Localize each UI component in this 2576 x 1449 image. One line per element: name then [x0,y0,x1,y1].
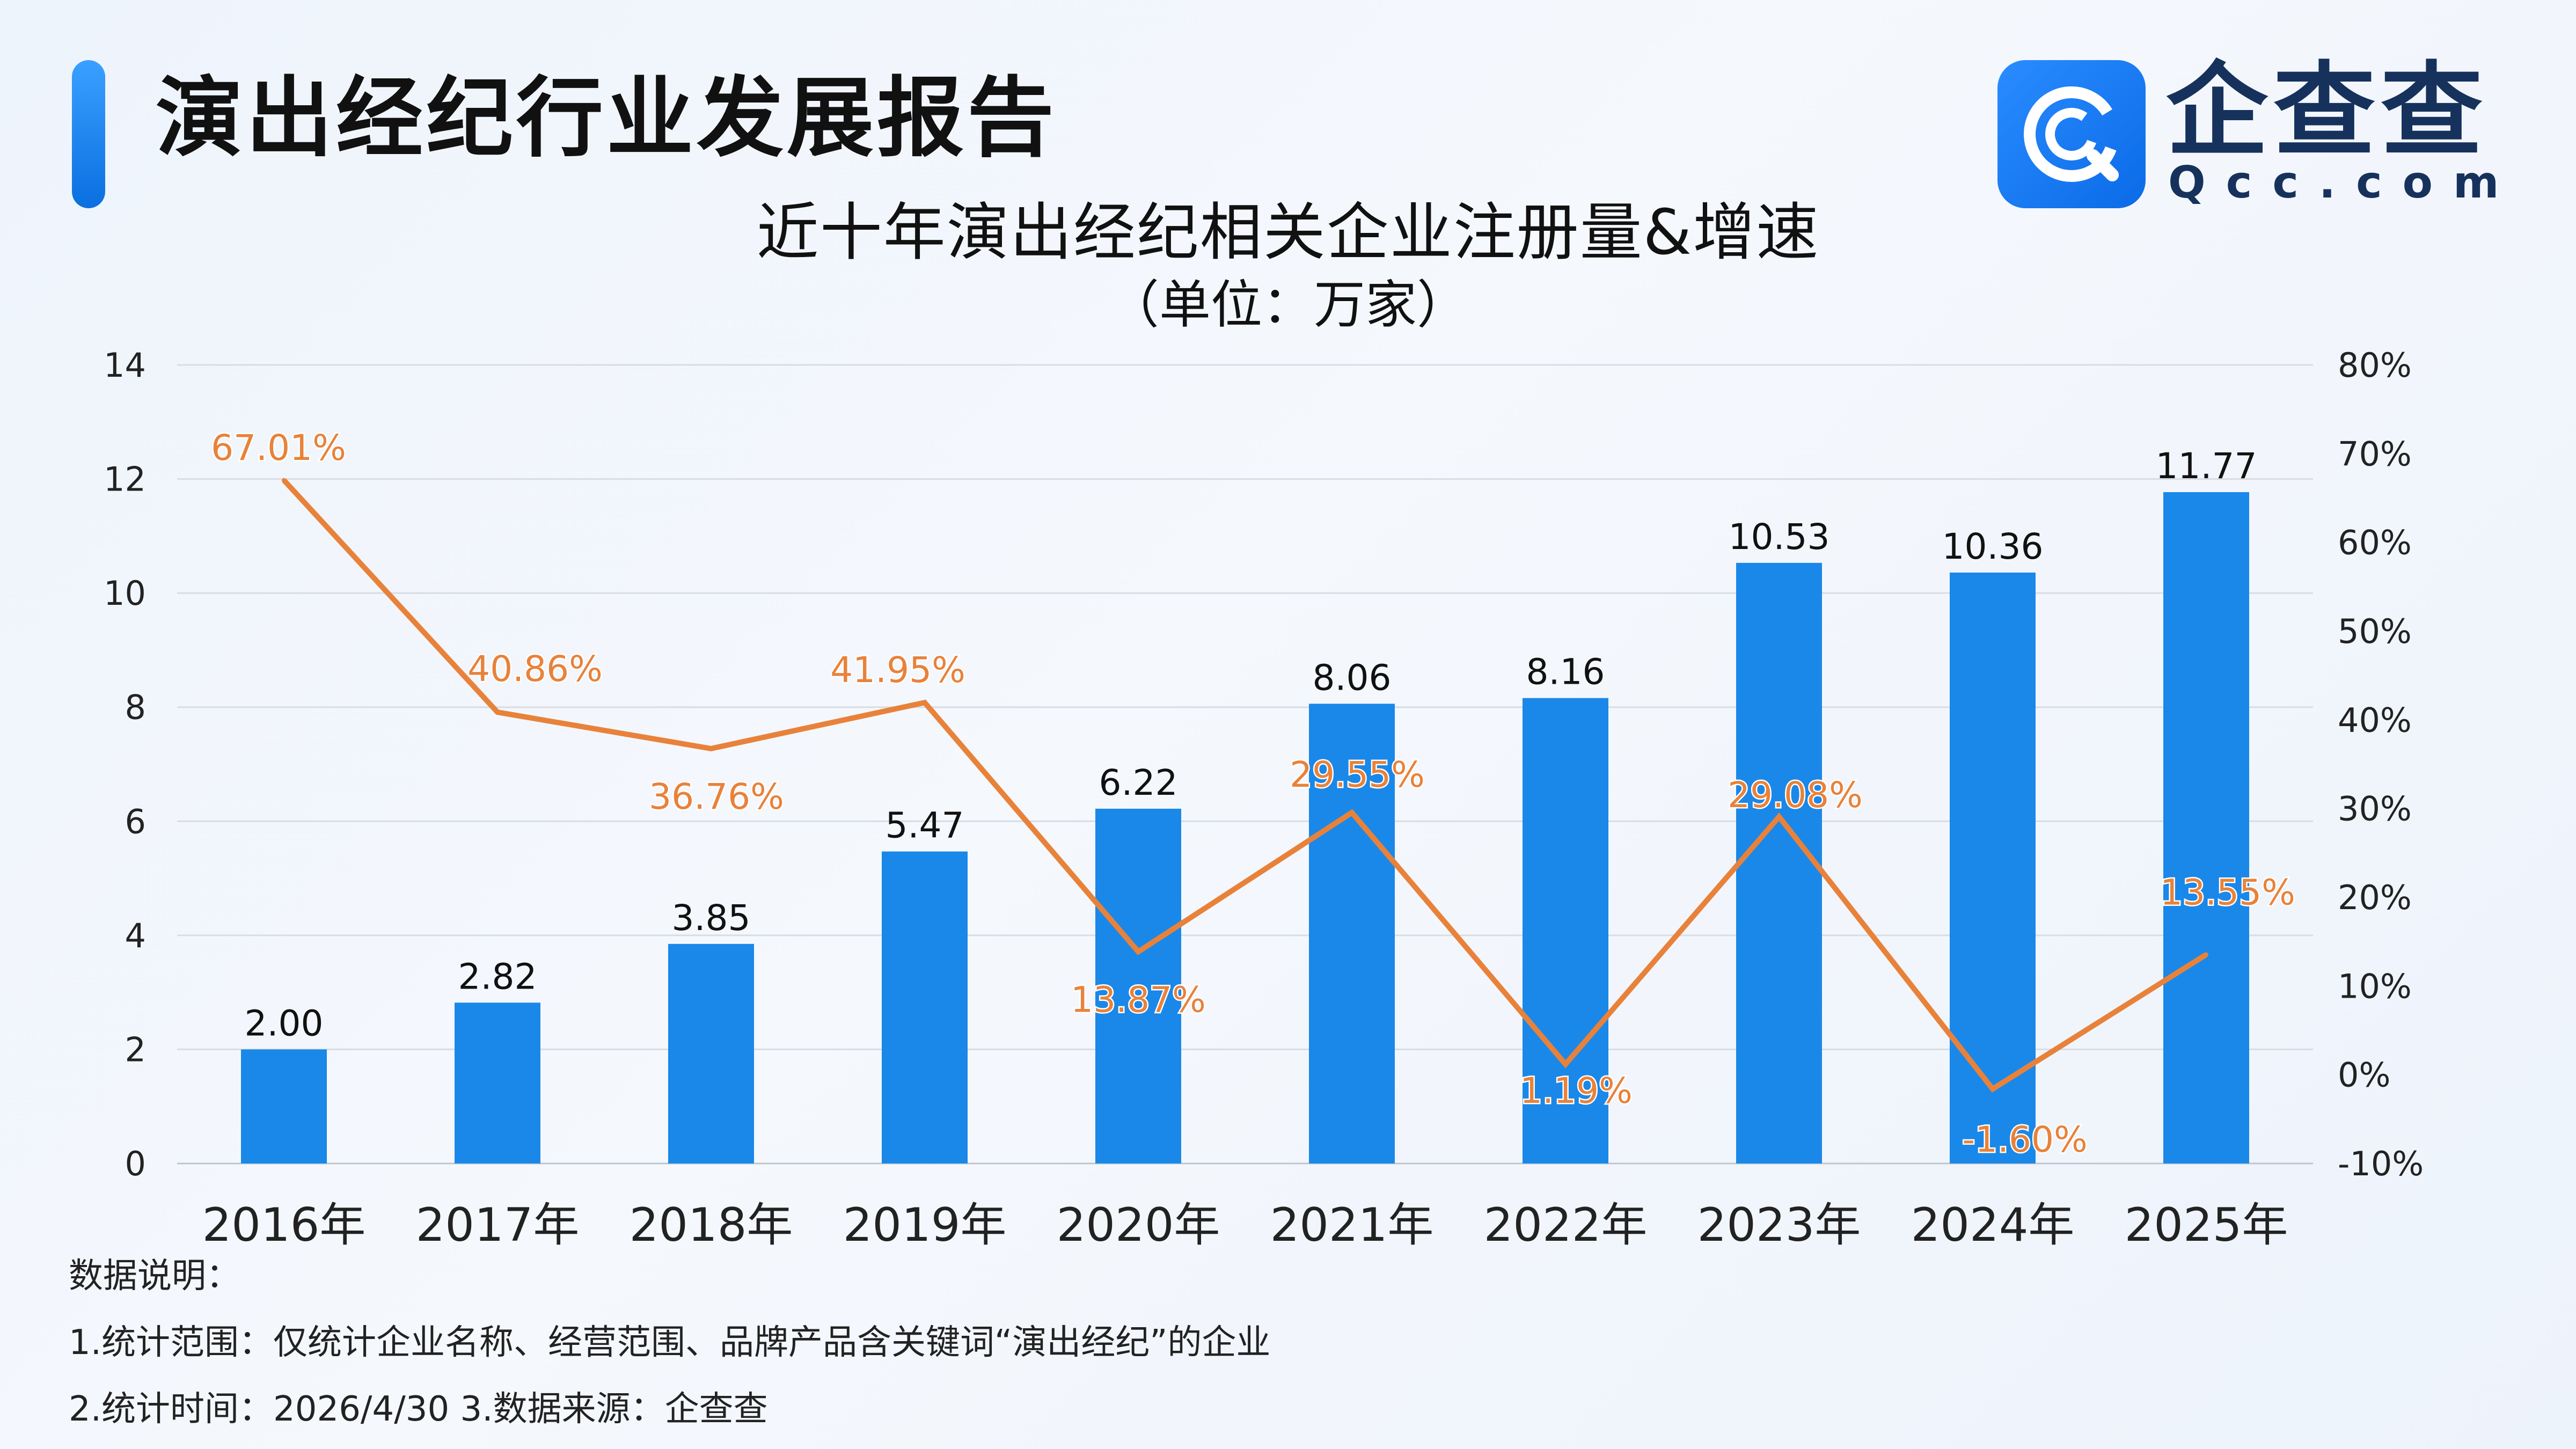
line-point [1350,810,1354,815]
bar [1095,808,1181,1163]
y2-axis-tick-label: -10% [2338,1144,2424,1183]
y2-axis-tick-label: 10% [2338,967,2412,1006]
line-value-label: 13.87% [1071,979,1206,1020]
y2-axis-tick-label: 60% [2338,523,2412,562]
chart-title: 近十年演出经纪相关企业注册量&增速 [756,196,1820,269]
bar-value-label: 8.06 [1313,657,1392,698]
logo-domain: Qcc.com [2168,157,2520,208]
notes-line-1: 1.统计范围：仅统计企业名称、经营范围、品牌产品含关键词“演出经纪”的企业 [69,1323,1271,1363]
bar-value-label: 10.36 [1942,526,2044,567]
bar-value-label: 11.77 [2156,445,2257,487]
line-point [1563,1062,1568,1066]
x-axis-tick-label: 2022年 [1484,1198,1648,1252]
line-value-label: 41.95% [830,649,965,691]
notes-heading: 数据说明： [69,1256,240,1296]
y-axis-tick-label: 0 [125,1144,146,1183]
line-point [2204,952,2208,957]
line-point [923,700,927,705]
x-axis-tick-label: 2016年 [202,1198,366,1252]
line-point [709,746,713,751]
y2-axis-tick-label: 70% [2338,434,2412,473]
y2-axis-tick-label: 80% [2338,346,2412,385]
qcc-logo-icon [1997,60,2146,208]
y-axis-tick-label: 12 [104,460,146,499]
notes-line-2: 2.统计时间：2026/4/30 3.数据来源：企查查 [69,1389,768,1429]
line-point [282,478,286,482]
bar-value-label: 10.53 [1729,516,1830,558]
y-axis-tick-label: 6 [125,802,146,841]
x-axis-tick-label: 2025年 [2125,1198,2288,1252]
y-axis-tick-label: 14 [104,346,146,385]
line-value-label: 36.76% [649,776,784,817]
x-axis-tick-label: 2021年 [1270,1198,1434,1252]
bar [668,943,754,1163]
y2-axis-tick-label: 50% [2338,612,2412,651]
line-value-label: 29.55% [1290,754,1425,795]
bar-value-label: 5.47 [885,805,964,846]
y2-axis-tick-label: 0% [2338,1056,2390,1095]
bar-value-label: 2.00 [245,1002,324,1044]
bar [1950,572,2036,1163]
x-axis-tick-label: 2020年 [1057,1198,1220,1252]
line-point [1136,949,1140,954]
x-axis-tick-label: 2024年 [1911,1198,2075,1252]
line-point [495,710,500,715]
bar-value-label: 6.22 [1099,762,1178,803]
y-axis-tick-label: 10 [104,574,146,613]
x-axis-tick-label: 2019年 [843,1198,1007,1252]
y-axis-tick-label: 4 [125,916,146,955]
y2-axis-tick-label: 20% [2338,878,2412,917]
x-axis-tick-label: 2023年 [1697,1198,1861,1252]
line-value-label: 67.01% [211,427,346,469]
bar-value-label: 3.85 [672,897,751,939]
title-accent-bar [72,60,105,208]
logo-brand-name: 企查查 [2166,52,2489,170]
x-axis-tick-label: 2018年 [630,1198,793,1252]
bar-value-label: 8.16 [1526,652,1605,693]
chart-unit: （单位：万家） [1108,275,1468,335]
bar [1736,562,1822,1163]
x-axis-tick-label: 2017年 [416,1198,580,1252]
line-point [1777,814,1781,819]
line-value-label: -1.60% [1962,1119,2087,1160]
bar-value-label: 2.82 [458,956,537,997]
y2-axis-tick-label: 30% [2338,789,2412,829]
y2-axis-tick-label: 40% [2338,700,2412,740]
line-point [1990,1087,1995,1092]
line-value-label: 40.86% [467,648,603,690]
bar [1309,704,1395,1163]
line-value-label: 1.19% [1520,1070,1633,1111]
growth-line [282,478,2208,1093]
bar [241,1049,327,1163]
y-axis-tick-label: 2 [125,1030,146,1069]
report-title: 演出经纪行业发展报告 [156,68,1057,169]
line-value-label: 29.08% [1728,774,1863,816]
line-value-label: 13.55% [2160,872,2295,913]
y-axis-tick-label: 8 [125,688,146,727]
bar [2163,492,2249,1164]
bar [882,851,968,1163]
bar [1523,698,1608,1163]
bar [455,1002,540,1163]
